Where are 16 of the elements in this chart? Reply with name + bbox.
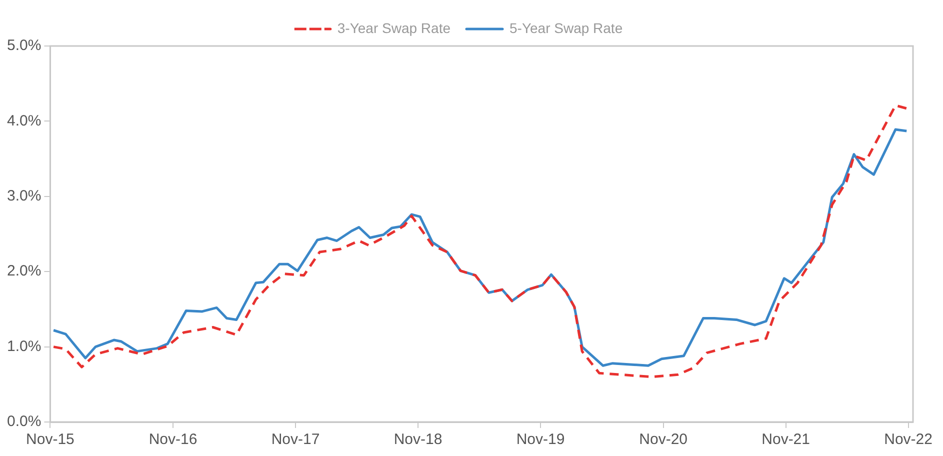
x-tick-label: Nov-16 — [148, 431, 198, 448]
x-tick-label: Nov-17 — [271, 431, 320, 448]
x-tick-label: Nov-20 — [639, 431, 688, 448]
legend-label: 3-Year Swap Rate — [337, 20, 451, 36]
y-tick-label: 4.0% — [6, 112, 42, 130]
x-tick-label: Nov-18 — [394, 431, 442, 448]
x-tick-label: Nov-19 — [516, 431, 565, 448]
y-tick-label: 0.0% — [6, 413, 42, 430]
legend-label: 5-Year Swap Rate — [510, 20, 623, 36]
y-tick-label: 1.0% — [6, 338, 42, 355]
x-tick-label: Nov-15 — [26, 431, 74, 448]
y-tick-label: 2.0% — [6, 262, 42, 280]
x-tick-label: Nov-21 — [762, 431, 810, 448]
y-tick-label: 5.0% — [6, 37, 42, 54]
y-tick-label: 3.0% — [6, 188, 42, 205]
x-tick-label: Nov-22 — [884, 431, 932, 448]
